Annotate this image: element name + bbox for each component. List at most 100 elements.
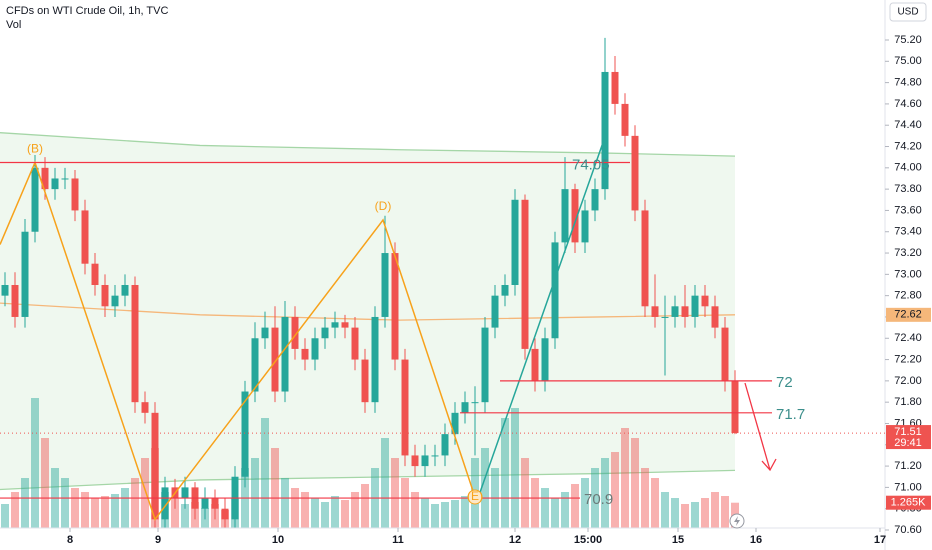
volume-bar <box>361 484 369 528</box>
volume-bar <box>181 504 189 528</box>
candle-body <box>381 253 389 317</box>
y-tick-label: 73.80 <box>894 183 922 195</box>
pattern-point <box>467 489 483 505</box>
band-lower <box>0 469 736 491</box>
volume-bar <box>21 478 29 528</box>
y-tick-label: 70.60 <box>894 524 922 536</box>
candle-body <box>121 285 129 296</box>
candle-body <box>51 178 59 190</box>
volume-bar <box>461 496 469 528</box>
candle-body <box>141 402 149 413</box>
x-tick-label: 16 <box>750 534 762 546</box>
candle-body <box>431 455 439 457</box>
y-tick-label: 72.40 <box>894 332 922 344</box>
x-tick-label: 10 <box>272 534 284 546</box>
candle-body <box>521 199 529 349</box>
y-tick-label: 72.20 <box>894 353 922 365</box>
pattern-label: (E) <box>467 489 483 503</box>
candle-body <box>261 327 269 339</box>
x-tick-label: 17 <box>874 534 886 546</box>
volume-bar <box>521 458 529 528</box>
candle-body <box>491 295 499 328</box>
candle-body <box>551 242 559 339</box>
pattern-label: (D) <box>375 199 392 213</box>
candle-body <box>21 231 29 317</box>
volume-bar <box>671 498 679 528</box>
y-tick-label: 71.80 <box>894 396 922 408</box>
candle-body <box>371 316 379 403</box>
y-tick-label: 74.00 <box>894 162 922 174</box>
volume-bar <box>41 438 49 528</box>
candle-body <box>601 71 609 190</box>
candle-body <box>221 508 229 520</box>
y-tick-label: 75.20 <box>894 34 922 46</box>
chart-title: CFDs on WTI Crude Oil, 1h, TVC <box>6 5 168 17</box>
volume-bar <box>261 418 269 528</box>
candle-body <box>361 359 369 403</box>
y-tick-label: 74.20 <box>894 140 922 152</box>
volume-bar <box>141 458 149 528</box>
level-label: 71.7 <box>776 406 805 423</box>
candle-body <box>301 348 309 360</box>
volume-title: Vol <box>6 19 21 31</box>
candle-body <box>131 285 139 403</box>
candle-body <box>691 295 699 317</box>
currency[interactable]: USD <box>897 7 918 18</box>
level-label: 74.05 <box>572 156 610 173</box>
volume-bar <box>351 492 359 528</box>
candle-body <box>401 359 409 456</box>
candle-body <box>91 263 99 285</box>
candle-body <box>151 412 159 520</box>
candle-body <box>81 210 89 264</box>
volume-bar <box>511 408 519 528</box>
candle-body <box>61 178 69 180</box>
volume-bar <box>11 492 19 528</box>
volume-bar <box>441 502 449 528</box>
y-tick-label: 74.40 <box>894 119 922 131</box>
x-tick-label: 15 <box>672 534 684 546</box>
volume-bar <box>311 498 319 528</box>
volume-bar <box>61 478 69 528</box>
x-tick-label: 8 <box>67 534 73 546</box>
candle-body <box>591 189 599 211</box>
volume-bar <box>281 478 289 528</box>
volume-bar <box>421 498 429 528</box>
forecast-arrow <box>744 382 777 472</box>
candle-body <box>321 327 329 339</box>
lightning-icon[interactable] <box>729 513 745 529</box>
level-label: 72 <box>776 374 793 391</box>
volume-bar <box>131 478 139 528</box>
candle-body <box>451 412 459 435</box>
volume-bar <box>711 492 719 528</box>
currency-box[interactable] <box>889 2 927 22</box>
volume-bar <box>331 496 339 528</box>
volume-bar <box>611 452 619 528</box>
candle-body <box>341 322 349 328</box>
volume-bar <box>171 498 179 528</box>
y-tick-label: 75.00 <box>894 55 922 67</box>
candle-body <box>181 487 189 499</box>
ma-tag <box>886 307 931 322</box>
candle-body <box>661 316 669 318</box>
pattern-label: (B) <box>27 142 43 156</box>
volume-bar <box>481 448 489 528</box>
candle-body <box>251 338 259 392</box>
candle-body <box>681 306 689 317</box>
candle-body <box>441 434 449 456</box>
candle-body <box>311 338 319 360</box>
candle-body <box>421 455 429 467</box>
candle-body <box>481 327 489 403</box>
candle-body <box>471 402 479 404</box>
y-tick-label: 72.80 <box>894 290 922 302</box>
volume-bar <box>81 492 89 528</box>
volume-bar <box>111 494 119 528</box>
candle-body <box>351 327 359 360</box>
y-tick-label: 73.20 <box>894 247 922 259</box>
candle-body <box>561 189 569 243</box>
y-tick-label: 73.40 <box>894 226 922 238</box>
x-tick-label: 12 <box>509 534 521 546</box>
candle-body <box>711 306 719 328</box>
last-price: 71.51 <box>894 426 922 438</box>
candle-body <box>1 285 9 296</box>
